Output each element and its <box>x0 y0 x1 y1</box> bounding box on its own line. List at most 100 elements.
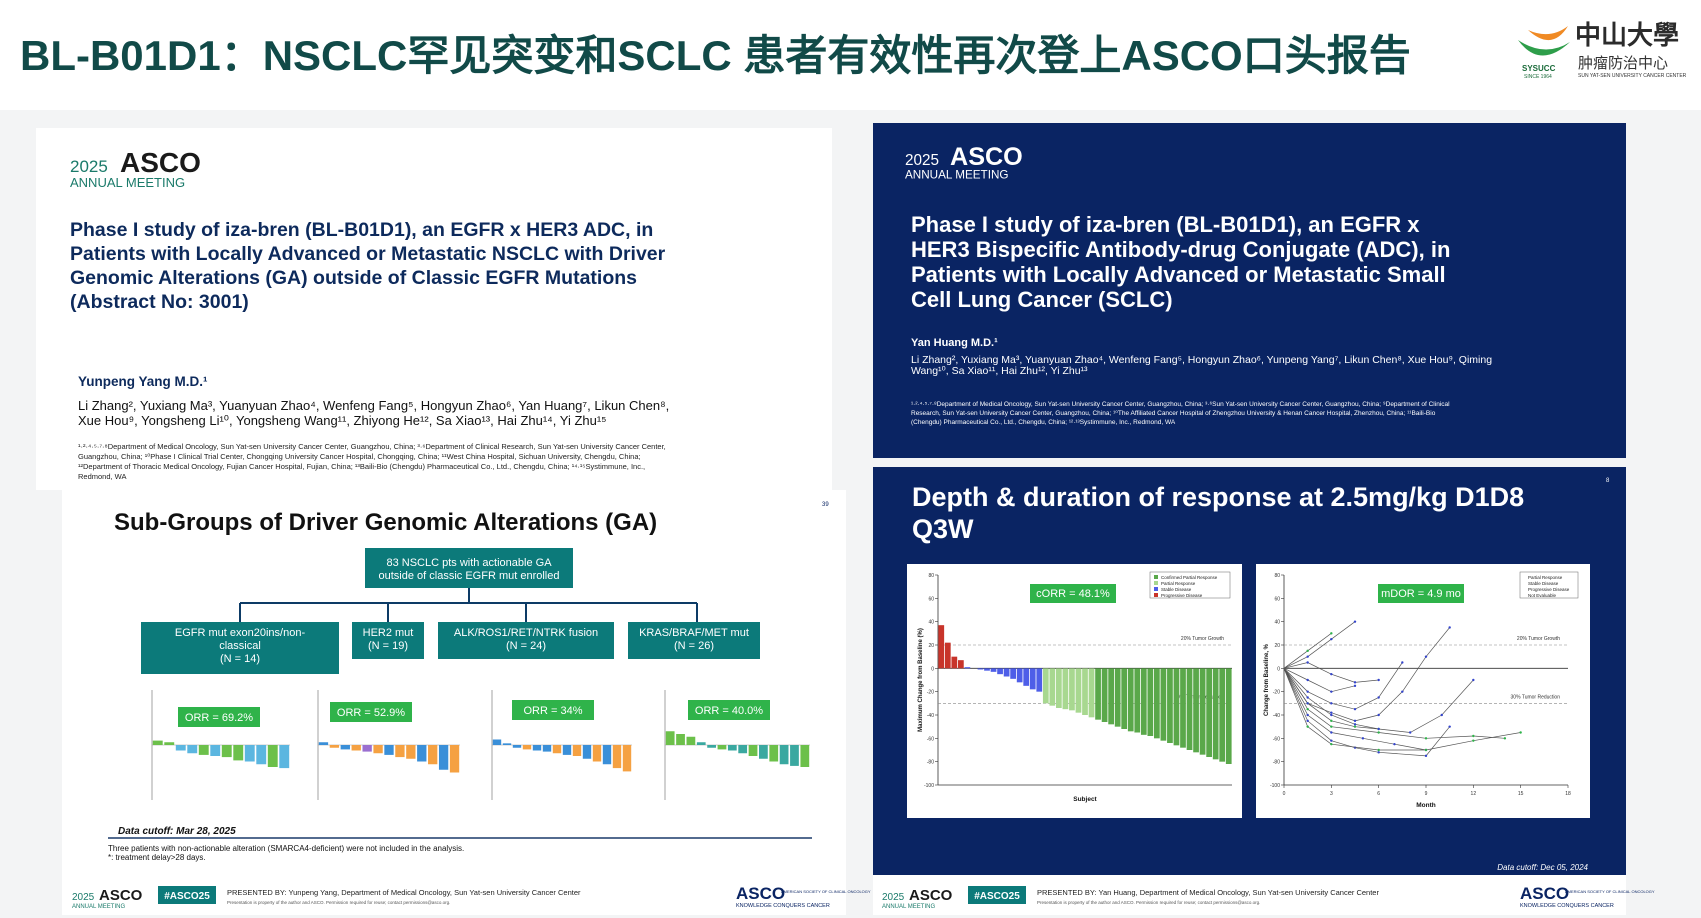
spider-point <box>1424 737 1428 740</box>
mini-bar <box>362 745 372 752</box>
x-tick-label: 0 <box>1283 791 1286 797</box>
waterfall-bar <box>1134 668 1141 733</box>
waterfall-bar <box>1088 668 1095 718</box>
waterfall-bar <box>1114 668 1121 727</box>
authors-line: Li Zhang², Yuxiang Ma³, Yuanyuan Zhao⁴, … <box>78 398 669 413</box>
spider-point <box>1306 702 1309 705</box>
logo-abbr: SYSUCC <box>1522 64 1556 73</box>
legend-box <box>1519 571 1579 599</box>
spider-point <box>1377 678 1380 682</box>
waterfall-bar <box>1075 668 1082 713</box>
mini-bar <box>492 739 502 745</box>
y-tick-label: -100 <box>1270 783 1280 789</box>
spider-point <box>1306 690 1309 693</box>
flow-box-text: (N = 24) <box>506 640 546 652</box>
slide-card <box>36 128 832 490</box>
orr-label: ORR = 69.2% <box>185 712 253 724</box>
asco-year: 2025 <box>70 157 108 176</box>
legend-label: Partial Response <box>1161 581 1196 586</box>
asco-brand: ASCO <box>120 147 201 178</box>
logo-name: 中山大學 <box>1575 21 1679 51</box>
mini-bar <box>449 745 460 773</box>
mini-bar <box>779 745 789 765</box>
mini-bar <box>512 745 522 748</box>
spider-point <box>1440 713 1443 717</box>
threshold-label: 20% Tumor Growth <box>1181 636 1224 642</box>
y-tick-label: -40 <box>1273 713 1280 719</box>
affiliation-line: (Chengdu) Pharmaceutical Co., Ltd., Chen… <box>911 419 1176 426</box>
mini-bar <box>417 745 427 762</box>
waterfall-bar <box>1173 668 1180 746</box>
y-axis-label: Maximum Change from Baseline (%) <box>918 628 924 732</box>
waterfall-bar <box>1101 668 1108 722</box>
logo-subtitle: 肿瘤防治中心 <box>1578 54 1668 72</box>
footnote: *: treatment delay>28 days. <box>108 853 206 862</box>
waterfall-bar <box>1154 668 1160 739</box>
x-tick-label: 18 <box>1565 791 1571 797</box>
spider-point <box>1448 626 1451 629</box>
spider-point <box>1503 737 1507 740</box>
x-tick-label: 6 <box>1377 791 1380 797</box>
spider-point <box>1306 707 1309 711</box>
mini-bar <box>748 745 758 756</box>
waterfall-bar <box>1069 668 1075 711</box>
legend-label: Partial Response <box>1528 575 1563 580</box>
waterfall-bar <box>1121 668 1128 729</box>
presented-by: PRESENTED BY: Yunpeng Yang, Department o… <box>227 888 581 897</box>
mini-bar <box>198 745 209 755</box>
x-axis-label: Month <box>1416 802 1436 809</box>
x-tick-label: 15 <box>1518 791 1524 797</box>
authors-line: Xue Hou⁹, Yongsheng Li¹⁰, Yongsheng Wang… <box>78 413 607 428</box>
spider-point <box>1353 725 1357 728</box>
waterfall-bar <box>1062 668 1069 710</box>
x-tick-label: 12 <box>1471 791 1477 797</box>
legend-label: Stable Disease <box>1161 587 1192 592</box>
waterfall-bar <box>1212 668 1219 760</box>
abstract-title-line: Phase I study of iza-bren (BL-B01D1), an… <box>70 219 653 241</box>
mini-bar <box>351 745 361 751</box>
mini-bar <box>329 745 340 748</box>
spider-point <box>1330 637 1333 641</box>
waterfall-bar <box>958 660 964 669</box>
mini-bar <box>612 745 622 769</box>
slide-title: Sub-Groups of Driver Genomic Alterations… <box>114 509 657 536</box>
y-tick-label: 80 <box>1274 573 1280 579</box>
y-tick-label: 60 <box>1274 596 1280 602</box>
waterfall-bar <box>1140 668 1147 735</box>
spider-point <box>1361 737 1365 740</box>
waterfall-bar <box>1108 668 1114 725</box>
y-tick-label: 0 <box>931 666 934 672</box>
mini-bar <box>542 745 552 752</box>
spider-point <box>1306 678 1309 682</box>
legend-box <box>1149 571 1231 599</box>
orr-label: ORR = 34% <box>524 705 583 717</box>
affiliation-line: ¹·²·⁴·⁵·⁷·⁸Department of Medical Oncolog… <box>78 442 666 451</box>
y-tick-label: 0 <box>1277 666 1280 672</box>
orr-badge <box>330 702 412 722</box>
authors-line: Wang¹⁰, Sa Xiao¹¹, Hai Zhu¹², Yi Zhu¹³ <box>911 365 1088 377</box>
badge <box>1378 584 1464 603</box>
mini-bar <box>696 742 706 745</box>
footer-logo: ASCO <box>1520 884 1569 903</box>
disclaimer: Presentation is property of the author a… <box>227 900 450 905</box>
flow-box-text: (N = 26) <box>674 640 714 652</box>
slide-title-line: Q3W <box>912 514 974 544</box>
footer-society: AMERICAN SOCIETY OF CLINICAL ONCOLOGY <box>781 889 871 894</box>
mini-bar <box>175 745 186 751</box>
spider-line <box>1283 668 1356 693</box>
spider-point <box>1424 748 1428 752</box>
asco-year: 2025 <box>905 152 939 169</box>
asco-meeting: ANNUAL MEETING <box>70 175 185 190</box>
mini-bar <box>522 745 532 750</box>
mini-bar <box>665 731 675 745</box>
waterfall-bar <box>1003 668 1010 677</box>
waterfall-bar <box>990 668 997 672</box>
disclaimer: Presentation is property of the author a… <box>1037 900 1260 905</box>
spider-point <box>1330 719 1333 723</box>
mini-bar <box>340 745 350 750</box>
mini-bar <box>164 742 175 745</box>
abstract-title-line: Cell Lung Cancer (SCLC) <box>911 287 1173 312</box>
spider-point <box>1306 655 1309 658</box>
y-tick-label: 40 <box>1274 620 1280 626</box>
affiliation-line: Redmond, WA <box>78 472 127 481</box>
